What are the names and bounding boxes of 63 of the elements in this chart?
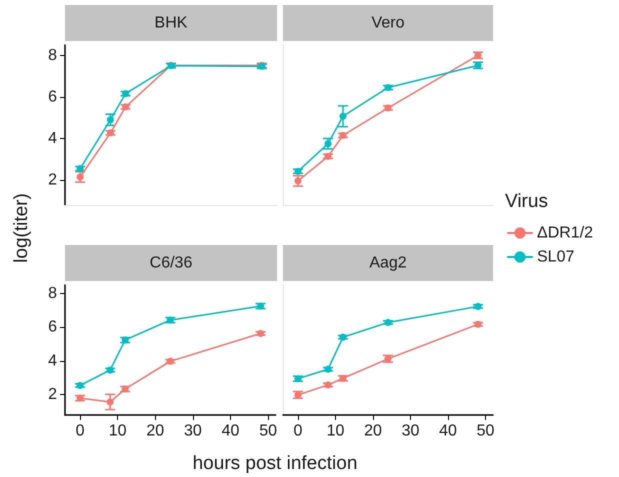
point bbox=[384, 84, 392, 92]
y-tick-label: 8 bbox=[48, 284, 58, 302]
point bbox=[122, 386, 129, 392]
point bbox=[76, 382, 84, 389]
x-tick-label: 0 bbox=[76, 422, 85, 440]
point bbox=[324, 140, 332, 148]
chart-title: BHK bbox=[154, 14, 188, 32]
y-axis-title: log(titer) bbox=[11, 193, 33, 263]
legend-title: Virus bbox=[505, 191, 548, 212]
y-tick-label: 8 bbox=[48, 46, 58, 64]
x-tick-label: 10 bbox=[326, 422, 344, 440]
point bbox=[340, 132, 346, 139]
x-tick-label: 10 bbox=[108, 422, 127, 440]
y-tick-label: 4 bbox=[48, 130, 58, 148]
chart-title: Vero bbox=[372, 14, 405, 32]
point bbox=[294, 375, 302, 382]
x-tick-label: 40 bbox=[222, 422, 240, 440]
chart-title: Aag2 bbox=[369, 254, 407, 272]
point bbox=[384, 104, 392, 112]
point bbox=[106, 398, 114, 406]
point bbox=[324, 381, 332, 388]
point bbox=[76, 173, 84, 180]
x-tick-label: 30 bbox=[402, 422, 420, 440]
point bbox=[340, 334, 346, 341]
x-tick-label: 40 bbox=[439, 422, 457, 440]
y-tick-label: 6 bbox=[48, 318, 58, 336]
x-tick-label: 20 bbox=[146, 422, 164, 440]
x-tick-label: 30 bbox=[184, 422, 202, 440]
y-tick-label: 6 bbox=[48, 88, 58, 106]
point bbox=[106, 116, 114, 124]
x-tick-label: 50 bbox=[259, 422, 278, 440]
point bbox=[76, 394, 84, 402]
point bbox=[257, 330, 264, 337]
point bbox=[294, 391, 302, 398]
point bbox=[257, 302, 264, 310]
point bbox=[340, 112, 346, 120]
point bbox=[384, 318, 392, 326]
legend-label: SL07 bbox=[537, 248, 574, 266]
point bbox=[474, 320, 482, 328]
point bbox=[294, 177, 302, 184]
point bbox=[122, 336, 129, 344]
legend-label: ΔDR1/2 bbox=[537, 224, 594, 242]
point bbox=[324, 152, 332, 160]
point bbox=[324, 366, 332, 373]
y-tick-label: 2 bbox=[48, 172, 58, 189]
x-tick-label: 50 bbox=[476, 422, 494, 440]
point bbox=[340, 374, 346, 382]
point bbox=[384, 355, 392, 362]
chart-title: C6/36 bbox=[150, 254, 192, 272]
y-tick-label: 2 bbox=[48, 386, 58, 404]
point bbox=[166, 316, 174, 324]
point bbox=[76, 165, 84, 172]
point bbox=[166, 358, 174, 365]
x-axis-title: hours post infection bbox=[192, 453, 358, 475]
x-tick-label: 0 bbox=[294, 422, 303, 440]
point bbox=[294, 168, 302, 175]
point bbox=[122, 90, 130, 98]
point bbox=[106, 129, 114, 136]
x-tick-label: 20 bbox=[364, 422, 382, 440]
point bbox=[474, 302, 482, 310]
y-tick-label: 4 bbox=[48, 352, 58, 370]
point bbox=[122, 103, 130, 110]
point bbox=[106, 366, 114, 374]
